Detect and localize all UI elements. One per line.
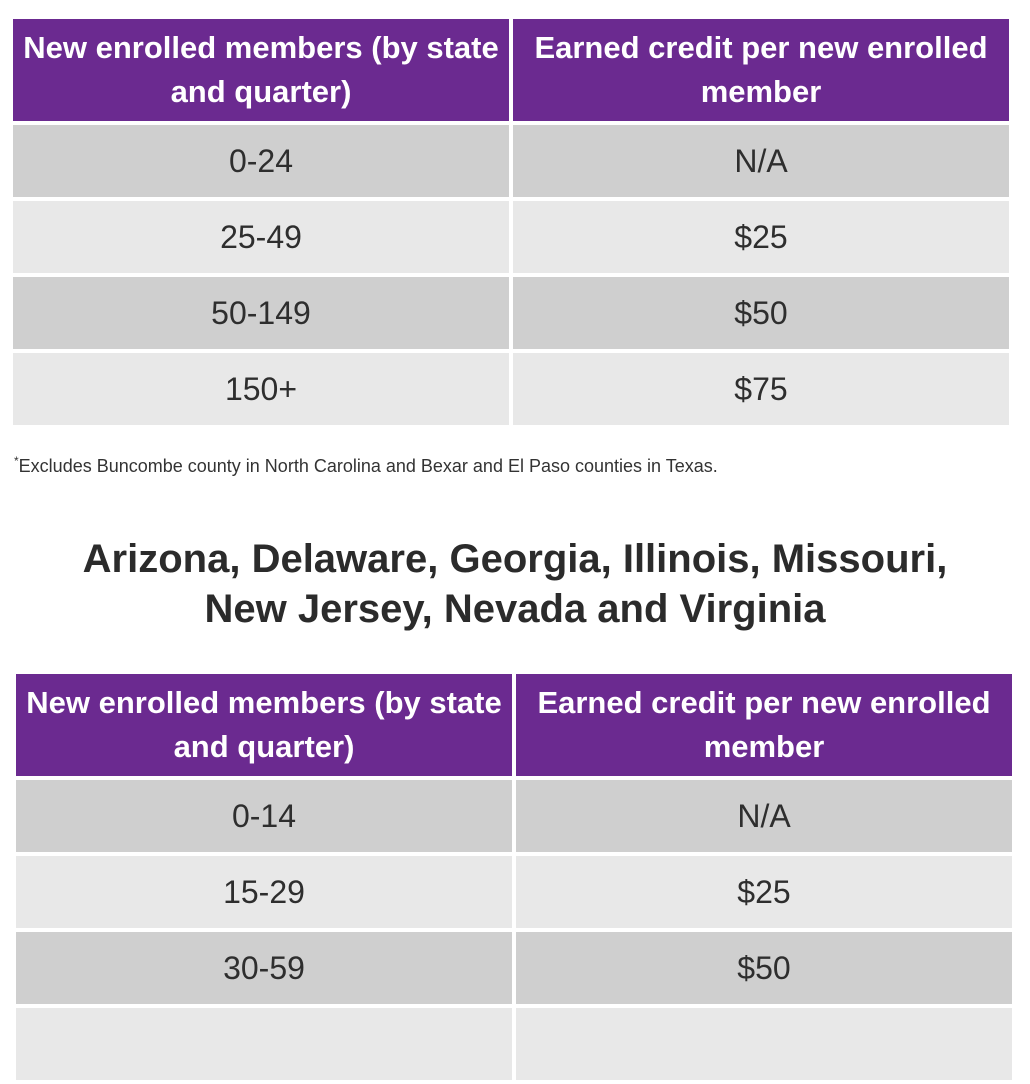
credit-table-2: New enrolled members (by state and quart…	[12, 670, 1016, 1084]
credit-cell: $50	[513, 277, 1009, 349]
credit-cell	[516, 1008, 1012, 1080]
column-header-members: New enrolled members (by state and quart…	[16, 674, 512, 776]
members-cell	[16, 1008, 512, 1080]
credit-cell: N/A	[516, 780, 1012, 852]
section-heading-line-2: New Jersey, Nevada and Virginia	[204, 587, 826, 631]
members-cell: 150+	[13, 353, 509, 425]
table-row: 50-149 $50	[13, 277, 1009, 349]
members-cell: 0-24	[13, 125, 509, 197]
credit-cell: N/A	[513, 125, 1009, 197]
footnote-marker: *	[14, 454, 19, 468]
table-row	[16, 1008, 1012, 1080]
footnote-text: Excludes Buncombe county in North Caroli…	[18, 456, 718, 476]
table-row: 0-24 N/A	[13, 125, 1009, 197]
column-header-credit: Earned credit per new enrolled member	[513, 19, 1009, 121]
credit-cell: $25	[513, 201, 1009, 273]
section-heading-line-1: Arizona, Delaware, Georgia, Illinois, Mi…	[82, 537, 948, 581]
members-cell: 0-14	[16, 780, 512, 852]
members-cell: 50-149	[13, 277, 509, 349]
footnote: *Excludes Buncombe county in North Carol…	[14, 454, 1014, 477]
credit-cell: $50	[516, 932, 1012, 1004]
column-header-members: New enrolled members (by state and quart…	[13, 19, 509, 121]
section-heading: Arizona, Delaware, Georgia, Illinois, Mi…	[0, 534, 1030, 634]
table-row: 0-14 N/A	[16, 780, 1012, 852]
members-cell: 25-49	[13, 201, 509, 273]
column-header-credit: Earned credit per new enrolled member	[516, 674, 1012, 776]
credit-table-1: New enrolled members (by state and quart…	[9, 15, 1013, 429]
table-row: 30-59 $50	[16, 932, 1012, 1004]
table-header-row: New enrolled members (by state and quart…	[13, 19, 1009, 121]
table-header-row: New enrolled members (by state and quart…	[16, 674, 1012, 776]
table-row: 15-29 $25	[16, 856, 1012, 928]
table-row: 150+ $75	[13, 353, 1009, 425]
credit-cell: $75	[513, 353, 1009, 425]
members-cell: 30-59	[16, 932, 512, 1004]
table-row: 25-49 $25	[13, 201, 1009, 273]
credit-cell: $25	[516, 856, 1012, 928]
members-cell: 15-29	[16, 856, 512, 928]
